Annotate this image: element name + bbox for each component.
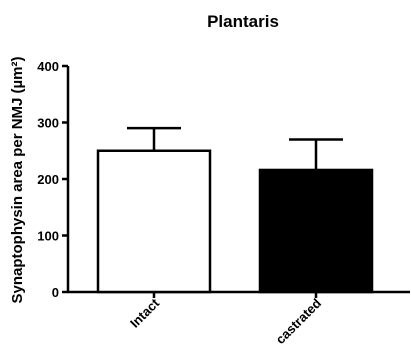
- bar-castrated: [258, 168, 374, 294]
- y-tick-label: 300: [37, 116, 59, 131]
- chart-title: Plantaris: [207, 12, 279, 31]
- x-category-label: Intact: [127, 295, 163, 331]
- x-category-label: castrated: [273, 295, 325, 347]
- y-tick-label: 200: [37, 172, 59, 187]
- bar-intact: [96, 149, 212, 294]
- plot-area: 0 100 200 300 400 Intact castrated: [37, 59, 410, 347]
- y-tick-label: 100: [37, 229, 59, 244]
- y-axis-label: Synaptophysin area per NMJ (µm²): [9, 56, 26, 303]
- y-tick-label: 400: [37, 59, 59, 74]
- y-tick-label: 0: [52, 285, 59, 300]
